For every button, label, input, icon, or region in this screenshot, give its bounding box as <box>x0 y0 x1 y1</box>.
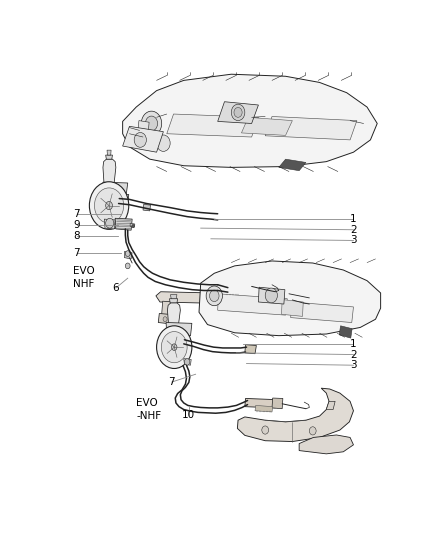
Polygon shape <box>167 303 180 324</box>
Circle shape <box>141 111 162 136</box>
Circle shape <box>161 332 187 363</box>
Circle shape <box>171 318 175 322</box>
Polygon shape <box>104 219 115 229</box>
Polygon shape <box>224 287 241 295</box>
Circle shape <box>134 133 146 147</box>
Text: 10: 10 <box>182 410 195 420</box>
Polygon shape <box>217 283 229 292</box>
Polygon shape <box>199 261 381 336</box>
Polygon shape <box>279 159 306 171</box>
Text: 7: 7 <box>169 377 175 387</box>
Circle shape <box>95 188 124 223</box>
Polygon shape <box>218 102 258 124</box>
Polygon shape <box>170 295 177 298</box>
Polygon shape <box>265 117 357 140</box>
Polygon shape <box>282 300 303 317</box>
Polygon shape <box>255 406 273 412</box>
Text: 1: 1 <box>350 214 357 224</box>
Circle shape <box>89 182 129 229</box>
Polygon shape <box>291 302 353 322</box>
Circle shape <box>262 426 268 434</box>
Polygon shape <box>156 292 251 304</box>
Circle shape <box>125 251 130 256</box>
Polygon shape <box>170 298 178 303</box>
Circle shape <box>286 295 292 301</box>
Text: 8: 8 <box>74 230 80 240</box>
Circle shape <box>234 108 242 117</box>
Text: EVO
-NHF: EVO -NHF <box>136 398 161 421</box>
Text: 3: 3 <box>350 360 357 370</box>
Text: 3: 3 <box>350 236 357 245</box>
Polygon shape <box>241 117 293 135</box>
Polygon shape <box>158 313 179 325</box>
Text: EVO
NHF: EVO NHF <box>74 266 95 288</box>
Circle shape <box>163 317 167 322</box>
Polygon shape <box>123 126 163 152</box>
Polygon shape <box>243 281 252 292</box>
Text: 2: 2 <box>350 225 357 235</box>
Polygon shape <box>123 74 377 167</box>
Circle shape <box>265 288 277 303</box>
Polygon shape <box>326 401 335 409</box>
Circle shape <box>132 224 134 228</box>
Polygon shape <box>339 326 352 338</box>
Circle shape <box>309 427 316 435</box>
Polygon shape <box>166 322 192 336</box>
Circle shape <box>231 104 245 120</box>
Polygon shape <box>106 155 113 159</box>
Polygon shape <box>245 345 256 354</box>
Circle shape <box>184 359 190 365</box>
Circle shape <box>145 116 158 131</box>
Circle shape <box>220 284 226 291</box>
Polygon shape <box>138 120 149 134</box>
Circle shape <box>209 290 219 302</box>
Circle shape <box>157 135 170 151</box>
Text: 7: 7 <box>74 248 80 258</box>
Text: 6: 6 <box>113 283 119 293</box>
Polygon shape <box>237 388 353 441</box>
Polygon shape <box>115 219 132 230</box>
Polygon shape <box>272 398 283 409</box>
Polygon shape <box>162 301 173 317</box>
Circle shape <box>172 344 177 350</box>
Text: 7: 7 <box>74 209 80 219</box>
Circle shape <box>125 263 130 269</box>
Polygon shape <box>103 182 128 196</box>
Circle shape <box>106 201 113 209</box>
Polygon shape <box>218 294 287 315</box>
Polygon shape <box>214 281 247 290</box>
Polygon shape <box>124 252 132 259</box>
Polygon shape <box>143 204 151 211</box>
Polygon shape <box>102 193 129 206</box>
Text: 1: 1 <box>350 339 357 349</box>
Polygon shape <box>258 292 293 308</box>
Polygon shape <box>130 223 135 227</box>
Polygon shape <box>184 359 191 365</box>
Polygon shape <box>103 159 116 183</box>
Circle shape <box>106 219 114 228</box>
Polygon shape <box>245 399 277 408</box>
Polygon shape <box>167 114 258 137</box>
Circle shape <box>157 326 192 368</box>
Polygon shape <box>258 287 285 304</box>
Text: 2: 2 <box>350 350 357 360</box>
Polygon shape <box>107 150 111 155</box>
Circle shape <box>206 286 223 306</box>
Polygon shape <box>299 435 353 454</box>
Text: 9: 9 <box>74 220 80 230</box>
